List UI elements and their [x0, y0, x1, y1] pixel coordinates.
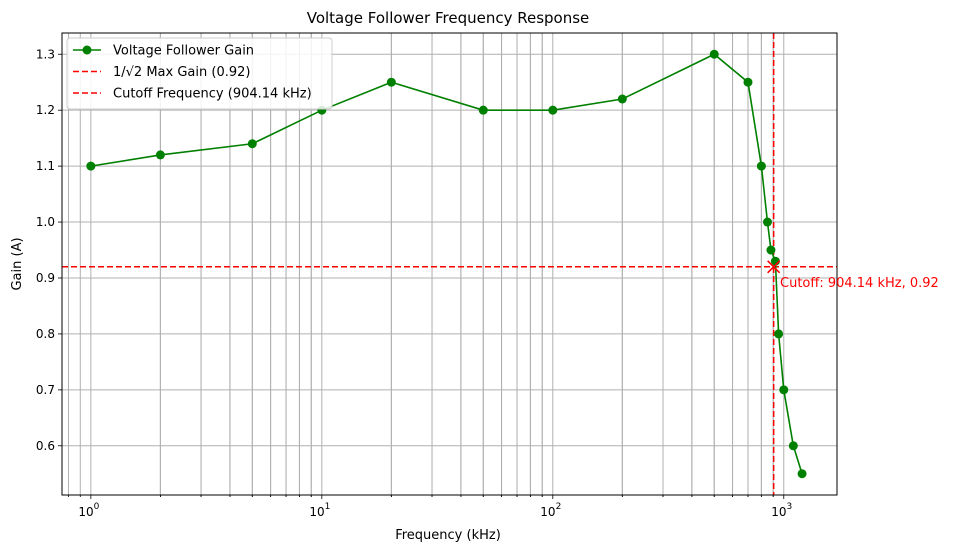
y-tick-label: 1.0	[36, 215, 55, 229]
legend-entry-max-gain: 1/√2 Max Gain (0.92)	[73, 65, 250, 80]
legend-box	[66, 37, 333, 110]
grid	[62, 33, 837, 495]
data-point	[617, 94, 627, 104]
cutoff-marker	[767, 260, 781, 274]
data-point	[247, 139, 257, 149]
y-tick-label: 0.9	[36, 271, 55, 285]
data-point	[478, 105, 488, 115]
data-point	[774, 329, 784, 339]
y-tick-label: 0.6	[36, 439, 55, 453]
x-tick-exponent: 2	[556, 502, 562, 512]
x-axis-label: Frequency (kHz)	[395, 528, 501, 543]
y-tick-label: 1.2	[36, 103, 55, 117]
legend: Voltage Follower Gain 1/√2 Max Gain (0.92…	[66, 37, 333, 110]
legend-marker-swatch	[82, 45, 92, 55]
data-point	[762, 217, 772, 227]
data-point	[548, 105, 558, 115]
y-axis-label: Gain (A)	[10, 237, 25, 290]
data-point	[743, 77, 753, 87]
data-point	[386, 77, 396, 87]
data-point	[766, 245, 776, 255]
series-line	[90, 53, 803, 474]
y-tick-label: 0.7	[36, 383, 55, 397]
y-tick-label: 0.8	[36, 327, 55, 341]
x-tick-exponent: 0	[94, 502, 100, 512]
cutoff-annotation: Cutoff: 904.14 kHz, 0.92	[780, 276, 939, 291]
data-point	[86, 161, 96, 171]
chart-title: Voltage Follower Frequency Response	[307, 9, 590, 27]
cutoff-x-marker	[767, 260, 781, 274]
legend-label: Voltage Follower Gain	[113, 44, 254, 59]
legend-entry-gain: Voltage Follower Gain	[73, 44, 254, 59]
x-tick-exponent: 1	[325, 502, 331, 512]
y-tick-label: 1.3	[36, 47, 55, 61]
x-tick-exponent: 3	[787, 502, 793, 512]
legend-entry-cutoff: Cutoff Frequency (904.14 kHz)	[73, 87, 312, 102]
data-point	[779, 385, 789, 395]
data-point	[788, 441, 798, 451]
data-point	[756, 161, 766, 171]
legend-label: 1/√2 Max Gain (0.92)	[113, 65, 250, 80]
legend-label: Cutoff Frequency (904.14 kHz)	[113, 87, 312, 102]
data-point	[155, 150, 165, 160]
y-tick-label: 1.1	[36, 159, 55, 173]
data-point	[709, 49, 719, 59]
data-point	[797, 469, 807, 479]
series	[86, 49, 807, 479]
axes-frame	[61, 32, 838, 496]
